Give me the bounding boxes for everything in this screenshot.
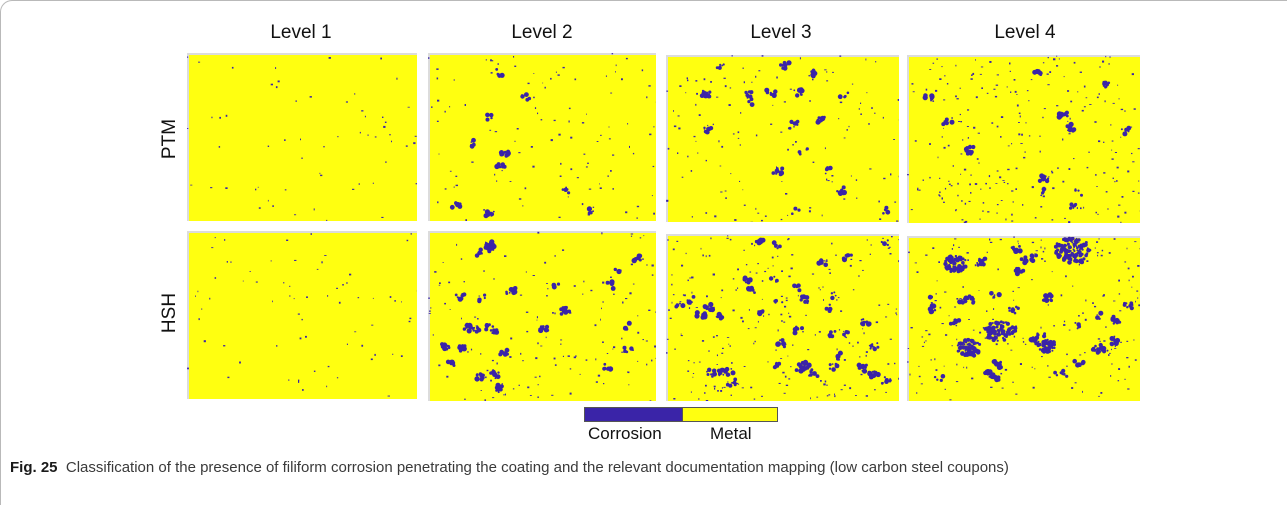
- corrosion-speckle-texture: [187, 233, 417, 397]
- corrosion-speckle-texture: [428, 231, 656, 401]
- frame-border-top: [0, 0, 1287, 12]
- map-hsh-level-4: [907, 236, 1140, 401]
- corrosion-speckle-texture: [907, 236, 1140, 401]
- map-ptm-level-2: [428, 53, 656, 221]
- caption-text: Classification of the presence of filifo…: [65, 459, 1009, 476]
- corrosion-speckle-texture: [428, 53, 656, 221]
- corrosion-speckle-texture: [666, 55, 899, 222]
- corrosion-speckle-texture: [907, 55, 1140, 223]
- map-hsh-level-2: [428, 231, 656, 401]
- map-hsh-level-1: [187, 231, 417, 399]
- figure-number: Fig. 25: [10, 459, 58, 476]
- legend-swatch-metal: [682, 408, 777, 421]
- map-ptm-level-4: [907, 55, 1140, 223]
- column-label-level-1: Level 1: [270, 22, 332, 43]
- map-hsh-level-3: [666, 234, 899, 401]
- legend-swatch-corrosion: [585, 408, 682, 421]
- row-label-hsh: HSH: [159, 292, 180, 334]
- column-label-level-2: Level 2: [511, 22, 573, 43]
- figure-caption: Fig. 25 Classification of the presence o…: [10, 458, 1275, 478]
- legend-label-corrosion: Corrosion: [588, 424, 662, 443]
- row-label-ptm: PTM: [159, 118, 180, 160]
- frame-border-left: [0, 12, 1, 505]
- map-ptm-level-3: [666, 55, 899, 222]
- map-ptm-level-1: [187, 53, 417, 221]
- corrosion-speckle-texture: [187, 56, 417, 221]
- legend-label-metal: Metal: [710, 424, 752, 443]
- column-label-level-4: Level 4: [994, 22, 1056, 43]
- column-label-level-3: Level 3: [750, 22, 812, 43]
- corrosion-speckle-texture: [666, 235, 899, 401]
- legend-color-bar: [584, 407, 778, 422]
